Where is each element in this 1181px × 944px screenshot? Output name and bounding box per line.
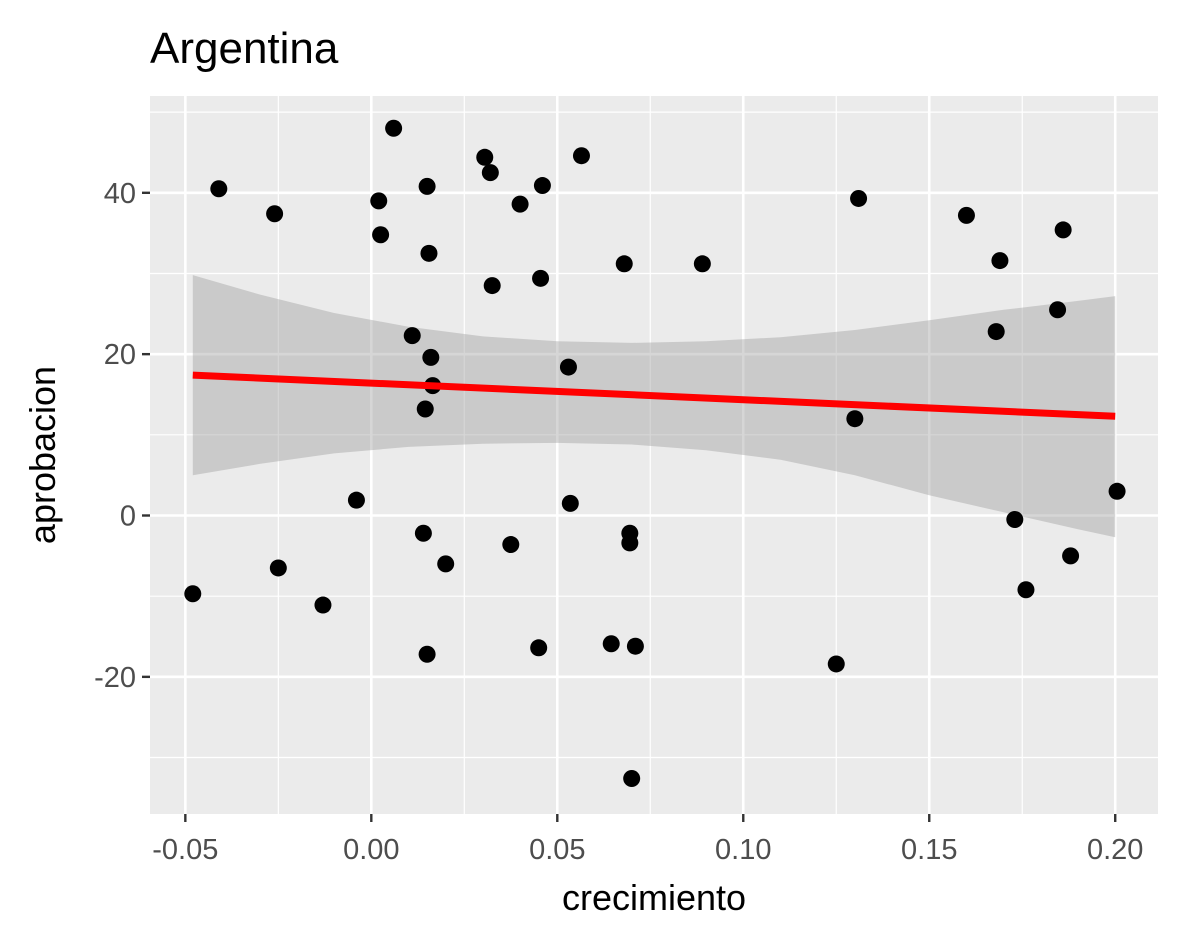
regression-line-layer <box>192 371 1116 420</box>
data-point <box>850 189 868 207</box>
data-point <box>483 277 501 295</box>
data-point <box>422 348 440 366</box>
x-tick-label: 0.20 <box>1087 834 1143 866</box>
data-point <box>418 177 436 195</box>
data-point <box>502 536 520 554</box>
data-point <box>626 637 644 655</box>
y-axis-title: aprobacion <box>22 366 63 544</box>
data-point <box>533 177 551 195</box>
chart-title: Argentina <box>150 24 339 73</box>
data-point <box>1017 581 1035 599</box>
data-point <box>991 252 1009 270</box>
major-gridlines <box>150 96 1158 814</box>
data-point <box>481 164 499 182</box>
data-point <box>561 494 579 512</box>
y-axis: -20 0 20 40 <box>94 178 150 694</box>
data-point <box>1049 301 1067 319</box>
x-tick-label: 0.10 <box>715 834 771 866</box>
data-point <box>403 327 421 345</box>
data-point <box>621 534 639 552</box>
x-axis-title: crecimiento <box>562 877 746 918</box>
data-point <box>385 119 403 137</box>
data-point <box>314 596 332 614</box>
data-point <box>623 770 641 788</box>
x-tick-label: 0.15 <box>901 834 957 866</box>
data-point <box>530 639 548 657</box>
y-tick-label: 20 <box>104 339 136 371</box>
data-point <box>602 635 620 653</box>
data-point <box>827 655 845 673</box>
plot-panel <box>150 96 1158 814</box>
data-point <box>846 410 864 428</box>
data-point <box>957 206 975 224</box>
data-point <box>437 555 455 573</box>
data-point <box>693 255 711 273</box>
data-point <box>418 645 436 663</box>
data-point <box>184 585 202 603</box>
x-tick-label: 0.05 <box>529 834 585 866</box>
data-point <box>1108 482 1126 500</box>
data-point <box>615 255 633 273</box>
data-point <box>210 180 228 198</box>
data-point <box>572 147 590 165</box>
confidence-band-layer <box>192 275 1116 538</box>
data-point <box>266 205 284 223</box>
x-axis: -0.05 0.00 0.05 0.10 0.15 0.20 <box>152 814 1143 866</box>
x-tick-label: 0.00 <box>343 834 399 866</box>
data-point <box>414 524 432 542</box>
confidence-band <box>192 275 1116 538</box>
y-tick-label: -20 <box>94 662 136 694</box>
data-point <box>476 148 494 166</box>
data-point <box>1062 547 1080 565</box>
points-layer <box>184 119 1126 788</box>
y-tick-label: 40 <box>104 178 136 210</box>
x-tick-label: -0.05 <box>152 834 218 866</box>
data-point <box>532 269 550 287</box>
data-point <box>370 192 388 210</box>
data-point <box>269 559 287 577</box>
data-point <box>987 323 1005 341</box>
y-tick-label: 0 <box>120 501 136 533</box>
data-point <box>1006 511 1024 529</box>
data-point <box>347 491 365 509</box>
data-point <box>416 400 434 418</box>
data-point <box>372 226 390 244</box>
data-point <box>420 244 438 262</box>
data-point <box>1054 221 1072 239</box>
minor-gridlines <box>150 96 1158 814</box>
data-point <box>511 195 529 213</box>
data-point <box>559 358 577 376</box>
regression-line <box>192 371 1116 420</box>
